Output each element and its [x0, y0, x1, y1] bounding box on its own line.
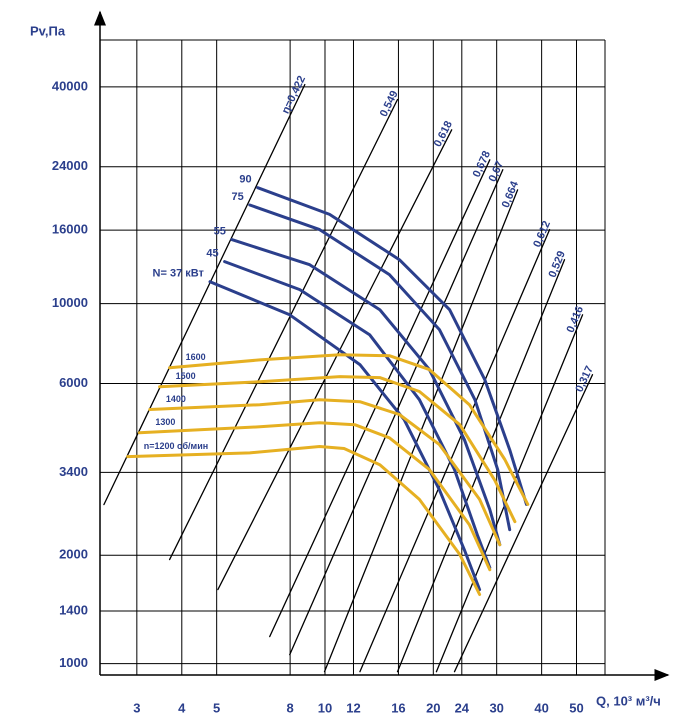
efficiency-label: η=0,422: [280, 74, 308, 116]
speed-label: 1400: [166, 394, 186, 404]
power-label: 55: [214, 226, 226, 238]
y-tick-label: 6000: [59, 375, 88, 390]
curve: [168, 98, 399, 561]
x-tick-label: 8: [287, 700, 294, 715]
efficiency-label: 0,664: [500, 179, 522, 210]
x-tick-label: 12: [346, 700, 360, 715]
x-axis-title: Q, 10³ м³/ч: [596, 693, 661, 708]
power-label: 90: [239, 174, 251, 186]
x-tick-label: 3: [133, 700, 140, 715]
curve: [158, 375, 517, 524]
curve: [137, 421, 492, 572]
grid: [100, 40, 605, 675]
y-tick-label: 40000: [52, 78, 88, 93]
speed-label: n=1200 об/мин: [144, 441, 208, 451]
y-tick-label: 24000: [52, 158, 88, 173]
y-axis-title: Pv,Па: [30, 23, 66, 38]
x-tick-label: 5: [213, 700, 220, 715]
y-tick-label: 16000: [52, 222, 88, 237]
curve: [453, 374, 594, 673]
x-tick-label: 16: [391, 700, 405, 715]
efficiency-label: 0,67: [487, 159, 507, 183]
y-tick-label: 1400: [59, 602, 88, 617]
curve: [103, 83, 306, 506]
curve: [217, 129, 453, 591]
y-tick-label: 3400: [59, 464, 88, 479]
speed-label: 1300: [155, 417, 175, 427]
curve: [435, 314, 584, 673]
curve: [148, 398, 502, 547]
curve: [223, 260, 492, 570]
curve: [256, 186, 528, 506]
power-label: 45: [206, 247, 218, 259]
x-tick-label: 24: [455, 700, 470, 715]
x-tick-label: 10: [318, 700, 332, 715]
y-tick-label: 1000: [59, 655, 88, 670]
efficiency-label: 0,612: [531, 219, 553, 249]
x-tick-label: 50: [569, 700, 583, 715]
x-tick-label: 40: [534, 700, 548, 715]
curve: [269, 159, 491, 638]
curve: [359, 228, 551, 673]
efficiency-label: 0,618: [432, 119, 455, 149]
x-tick-label: 4: [178, 700, 186, 715]
curve: [126, 445, 482, 596]
curve: [396, 259, 566, 673]
curve: [248, 203, 512, 532]
efficiency-label: 0,529: [546, 249, 567, 279]
power-label: N= 37 кВт: [153, 268, 205, 280]
power-label: 75: [232, 191, 244, 203]
curve: [168, 353, 530, 506]
x-tick-label: 30: [489, 700, 503, 715]
speed-label: 1500: [176, 371, 196, 381]
efficiency-label: 0,549: [378, 89, 401, 119]
y-tick-label: 2000: [59, 547, 88, 562]
x-tick-label: 20: [426, 700, 440, 715]
y-tick-label: 10000: [52, 295, 88, 310]
speed-label: 1600: [186, 352, 206, 362]
efficiency-label: 0,416: [565, 305, 587, 335]
curve: [230, 238, 502, 547]
